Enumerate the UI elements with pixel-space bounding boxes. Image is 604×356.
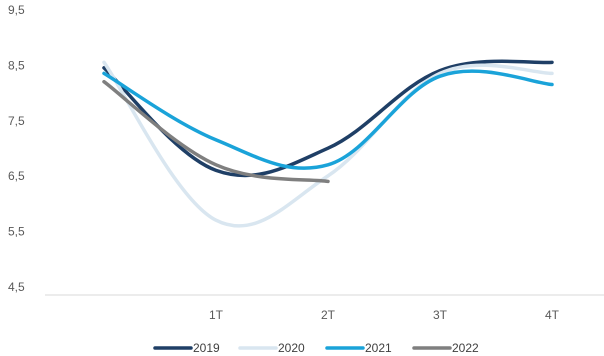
y-tick-label: 6,5 (8, 169, 25, 183)
y-tick-label: 5,5 (8, 225, 25, 239)
y-tick-label: 9,5 (8, 3, 25, 17)
legend: 2019 2020 2021 2022 (153, 341, 479, 355)
x-tick-label: 1T (209, 308, 224, 322)
series-line-2022 (102, 79, 330, 184)
legend-label: 2020 (278, 341, 305, 355)
legend-label: 2019 (193, 341, 220, 355)
series-lines (102, 59, 554, 228)
series-line-2020 (102, 60, 554, 228)
legend-label: 2021 (365, 341, 392, 355)
x-axis-ticks: 1T 2T 3T 4T (209, 308, 560, 322)
series-line-2021 (102, 69, 554, 170)
x-tick-label: 2T (321, 308, 336, 322)
legend-label: 2022 (452, 341, 479, 355)
y-tick-label: 8,5 (8, 58, 25, 72)
x-tick-label: 4T (545, 308, 560, 322)
x-tick-label: 3T (433, 308, 448, 322)
y-tick-label: 7,5 (8, 114, 25, 128)
y-axis-ticks: 4,5 5,5 6,5 7,5 8,5 9,5 (8, 3, 25, 294)
y-tick-label: 4,5 (8, 280, 25, 294)
